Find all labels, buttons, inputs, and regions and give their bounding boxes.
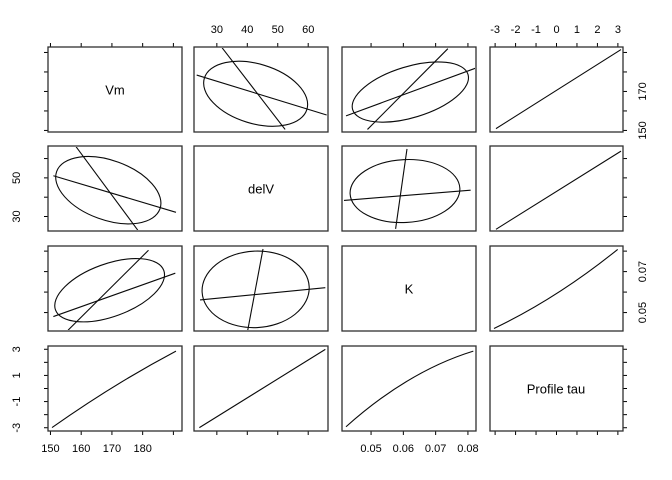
tick-label-right: 0.07 xyxy=(637,261,649,282)
panel-r1c2 xyxy=(193,46,329,133)
tick-label-left: -3 xyxy=(11,423,23,433)
profile-trace-line xyxy=(53,175,177,213)
tick-label-left: 30 xyxy=(11,210,23,222)
panel-r4c4 xyxy=(489,345,624,432)
panel-content-r3c1 xyxy=(53,249,176,330)
confidence-ellipse xyxy=(349,158,461,224)
tick-label-top: 0 xyxy=(553,24,559,36)
tick-label-top: 50 xyxy=(272,24,284,36)
panel-r3c4 xyxy=(489,245,624,332)
confidence-ellipse xyxy=(55,155,162,225)
panel-r4c1 xyxy=(47,345,183,432)
profile-tau-curve xyxy=(345,350,474,428)
profile-trace-line xyxy=(343,189,471,201)
tick-label-right: 170 xyxy=(637,82,649,100)
profile-tau-curve xyxy=(493,248,619,329)
tick-label-right: 0.05 xyxy=(637,302,649,323)
profile-trace-line xyxy=(345,67,475,117)
panel-r1c1 xyxy=(47,46,183,133)
confidence-ellipse xyxy=(351,61,470,123)
profile-tau-line xyxy=(495,49,622,130)
panel-content-r2c3 xyxy=(343,148,471,229)
profile-trace-line xyxy=(395,148,408,229)
confidence-ellipse xyxy=(201,250,310,329)
panel-r4c2 xyxy=(193,345,329,432)
profile-trace-line xyxy=(367,48,449,130)
tick-label-top: -2 xyxy=(511,24,521,36)
tick-label-bottom: 170 xyxy=(103,443,121,455)
tick-label-left: 3 xyxy=(11,346,23,352)
panel-r3c3 xyxy=(341,245,477,332)
profile-trace-line xyxy=(53,272,176,318)
tick-label-top: 60 xyxy=(302,24,314,36)
panel-content-r3c2 xyxy=(199,248,326,330)
tick-label-bottom: 150 xyxy=(41,443,59,455)
tick-label-top: 2 xyxy=(594,24,600,36)
tick-label-top: 1 xyxy=(574,24,580,36)
diagonal-label-k: K xyxy=(404,281,414,297)
panel-r2c1 xyxy=(47,145,183,232)
tick-label-left: 1 xyxy=(11,372,23,378)
panel-content-r3c4 xyxy=(493,248,619,329)
tick-label-bottom: 0.08 xyxy=(457,443,478,455)
profile-trace-line xyxy=(75,147,139,230)
tick-label-top: -3 xyxy=(490,24,500,36)
diagonal-label-profile-tau: Profile tau xyxy=(526,381,586,397)
panel-r1c4 xyxy=(489,46,624,133)
diagonal-label-vm: Vm xyxy=(105,82,125,98)
profile-tau-curve xyxy=(51,350,177,429)
panel-content-r2c1 xyxy=(53,147,177,230)
confidence-ellipse xyxy=(54,258,166,323)
tick-label-right: 150 xyxy=(637,121,649,139)
tick-label-left: 50 xyxy=(11,172,23,184)
panel-content-r1c3 xyxy=(345,48,475,130)
diagonal-label-delv: delV xyxy=(247,181,275,197)
panel-content-r1c4 xyxy=(495,49,622,130)
tick-label-bottom: 160 xyxy=(72,443,90,455)
profile-tau-line xyxy=(495,150,622,230)
panel-r3c2 xyxy=(193,245,329,332)
panel-r2c4 xyxy=(489,145,624,232)
profile-trace-line xyxy=(199,287,326,301)
profile-trace-line xyxy=(67,249,149,330)
panel-r2c2 xyxy=(193,145,329,232)
panel-r2c3 xyxy=(341,145,477,232)
tick-label-top: -1 xyxy=(531,24,541,36)
confidence-ellipse xyxy=(203,60,309,127)
panel-content-r1c2 xyxy=(196,48,327,130)
tick-label-top: 40 xyxy=(241,24,253,36)
panel-r4c3 xyxy=(341,345,477,432)
tick-label-top: 30 xyxy=(211,24,223,36)
panel-content-r4c3 xyxy=(345,350,474,428)
tick-label-bottom: 0.06 xyxy=(393,443,414,455)
tick-label-bottom: 180 xyxy=(133,443,151,455)
profile-trace-line xyxy=(247,248,264,330)
panel-r1c3 xyxy=(341,46,477,133)
panel-content-r2c4 xyxy=(495,150,622,230)
tick-label-left: -1 xyxy=(11,397,23,407)
tick-label-top: 3 xyxy=(615,24,621,36)
panel-r3c1 xyxy=(47,245,183,332)
profile-trace-line xyxy=(196,74,327,116)
tick-label-bottom: 0.05 xyxy=(360,443,381,455)
panel-content-r4c1 xyxy=(51,350,177,429)
profile-trace-line xyxy=(221,48,286,130)
profile-tau-line xyxy=(199,348,326,429)
panel-content-r4c2 xyxy=(199,348,326,429)
tick-label-bottom: 0.07 xyxy=(425,443,446,455)
